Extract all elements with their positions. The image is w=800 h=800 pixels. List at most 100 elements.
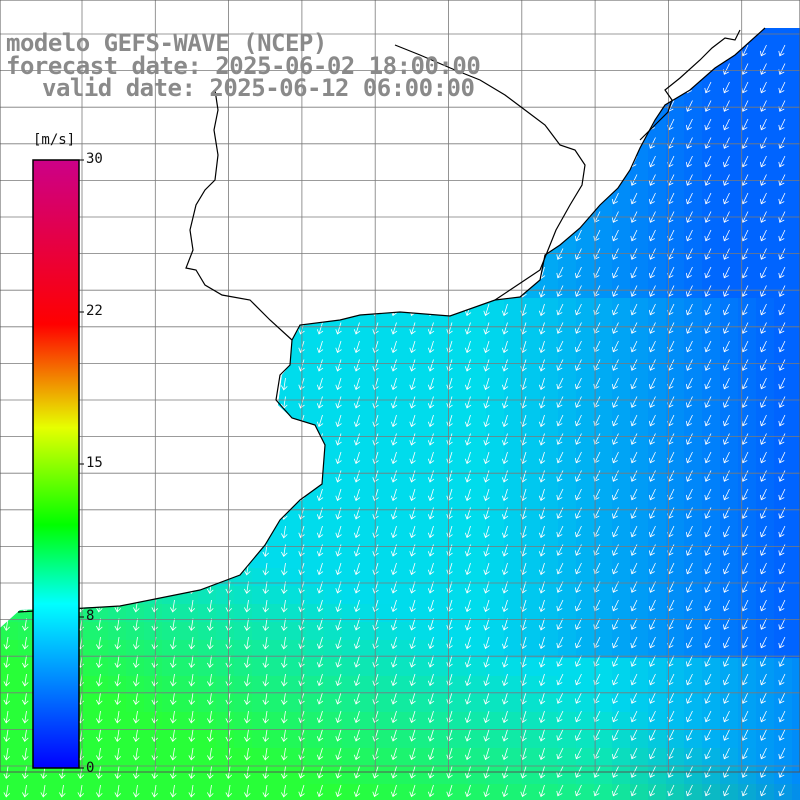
wind-cell [414, 28, 432, 46]
wind-arrow [169, 248, 177, 262]
wind-arrow [759, 81, 767, 94]
wind-arrow [114, 710, 122, 724]
wind-cell [540, 352, 558, 370]
wind-arrow [132, 710, 140, 724]
wind-arrow [722, 655, 730, 667]
wind-cell [252, 334, 270, 352]
wind-arrow [741, 636, 749, 649]
wind-cell [54, 784, 72, 800]
colorbar-tick-8: 8 [86, 608, 95, 624]
wind-cell [648, 82, 666, 100]
wind-cell [612, 370, 630, 388]
wind-arrow [353, 729, 361, 742]
wind-arrow [409, 396, 416, 409]
wind-cell [198, 244, 216, 262]
wind-arrow [778, 229, 786, 242]
wind-cell [162, 784, 180, 800]
wind-arrow [538, 322, 546, 335]
wind-arrow [95, 396, 103, 410]
wind-cell [792, 280, 800, 298]
wind-arrow [206, 525, 214, 539]
wind-arrow [556, 377, 564, 390]
wind-arrow [648, 692, 656, 704]
wind-arrow [538, 599, 546, 613]
wind-cell [180, 748, 198, 766]
wind-cell [432, 694, 450, 712]
wind-arrow [464, 747, 472, 761]
wind-cell [360, 442, 378, 460]
wind-cell [108, 442, 126, 460]
wind-cell [522, 352, 540, 370]
wind-cell [180, 226, 198, 244]
wind-arrow [206, 229, 214, 243]
wind-cell [342, 244, 360, 262]
wind-arrow [722, 44, 730, 57]
wind-cell [720, 496, 738, 514]
wind-cell [108, 586, 126, 604]
wind-cell [594, 316, 612, 334]
wind-cell [666, 136, 684, 154]
wind-arrow [280, 636, 288, 650]
wind-cell [396, 244, 414, 262]
wind-arrow [151, 359, 159, 373]
wind-cell [270, 766, 288, 784]
wind-arrow [151, 211, 159, 225]
wind-arrow [114, 285, 122, 299]
wind-arrow [704, 451, 712, 464]
wind-arrow [206, 729, 214, 743]
wind-arrow [759, 692, 767, 704]
wind-arrow [685, 507, 693, 519]
wind-arrow [280, 229, 288, 243]
wind-cell [108, 118, 126, 136]
wind-cell [648, 262, 666, 280]
wind-arrow [483, 118, 490, 132]
wind-arrow [243, 192, 251, 206]
wind-arrow [353, 618, 361, 631]
wind-cell [324, 568, 342, 586]
wind-cell [612, 550, 630, 568]
wind-cell [90, 118, 108, 136]
wind-cell [540, 658, 558, 676]
wind-arrow [372, 192, 379, 206]
wind-cell [180, 730, 198, 748]
wind-cell [108, 514, 126, 532]
wind-arrow [390, 100, 398, 113]
wind-arrow [574, 673, 582, 686]
wind-cell [396, 514, 414, 532]
wind-arrow [353, 248, 361, 261]
wind-cell [450, 604, 468, 622]
wind-arrow [759, 229, 767, 242]
wind-arrow [538, 137, 546, 150]
wind-arrow [298, 784, 305, 798]
wind-cell [252, 118, 270, 136]
wind-cell [756, 586, 774, 604]
wind-arrow [630, 285, 638, 297]
wind-arrow [262, 655, 270, 669]
wind-cell [108, 550, 126, 568]
wind-arrow [704, 359, 712, 371]
wind-cell [504, 136, 522, 154]
wind-cell [630, 550, 648, 568]
wind-arrow [427, 525, 435, 539]
wind-arrow [648, 155, 656, 168]
wind-arrow [316, 451, 324, 465]
wind-arrow [132, 525, 140, 539]
wind-arrow [704, 81, 712, 94]
wind-arrow [483, 747, 490, 761]
wind-arrow [538, 303, 546, 317]
wind-arrow [21, 784, 29, 798]
wind-cell [162, 424, 180, 442]
wind-arrow [390, 414, 398, 428]
wind-cell [342, 298, 360, 316]
wind-arrow [132, 303, 140, 317]
wind-arrow [280, 303, 288, 317]
wind-cell [648, 622, 666, 640]
wind-cell [90, 478, 108, 496]
wind-cell [126, 172, 144, 190]
wind-cell [378, 568, 396, 586]
wind-cell [774, 604, 792, 622]
wind-cell [756, 622, 774, 640]
wind-arrow [464, 525, 472, 539]
wind-arrow [114, 192, 122, 206]
wind-cell [594, 28, 612, 46]
